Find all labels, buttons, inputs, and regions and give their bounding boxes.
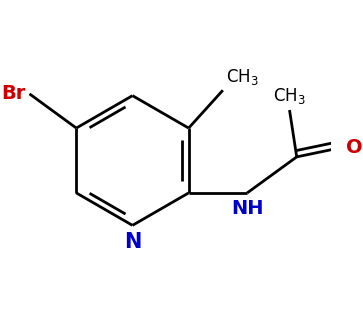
Text: CH$_3$: CH$_3$ <box>273 85 306 106</box>
Text: CH$_3$: CH$_3$ <box>225 67 258 87</box>
Text: O: O <box>346 138 363 157</box>
Text: NH: NH <box>231 199 264 218</box>
Text: Br: Br <box>1 84 26 103</box>
Text: N: N <box>124 232 141 252</box>
